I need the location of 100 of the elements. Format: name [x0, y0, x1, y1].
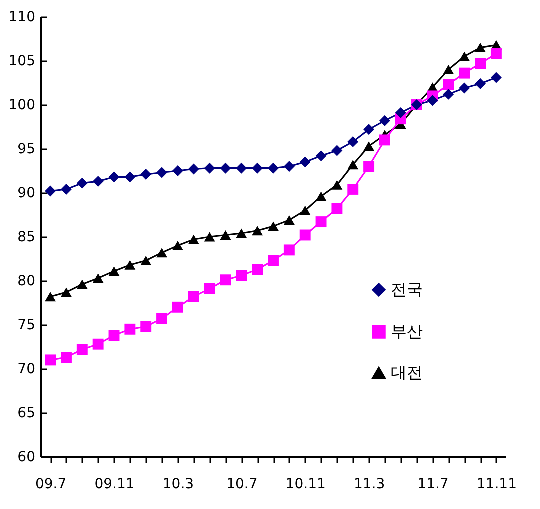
- point: [220, 274, 232, 286]
- point: [236, 270, 248, 282]
- point: [332, 180, 343, 190]
- point: [364, 142, 375, 152]
- point: [459, 68, 470, 79]
- point: [332, 203, 343, 214]
- x-tick-label: 10.7: [226, 476, 258, 492]
- x-tick-label: 10.3: [162, 476, 194, 492]
- point: [443, 88, 454, 100]
- point: [108, 172, 120, 183]
- point: [92, 176, 104, 188]
- point: [348, 136, 359, 148]
- point: [252, 264, 264, 276]
- legend-label: 부산: [391, 322, 423, 341]
- y-tick-label: 110: [8, 10, 36, 26]
- x-tick-label: 11.7: [418, 476, 449, 492]
- point: [204, 283, 216, 294]
- x-tick-label: 10.11: [286, 476, 326, 492]
- point: [108, 266, 120, 276]
- y-tick-label: 80: [18, 274, 36, 290]
- point: [172, 302, 184, 313]
- point: [395, 107, 406, 118]
- point: [220, 162, 232, 174]
- point: [490, 48, 502, 60]
- point: [220, 230, 232, 240]
- point: [61, 184, 72, 195]
- point: [76, 178, 88, 189]
- y-tick-label: 70: [18, 362, 36, 378]
- point: [236, 162, 248, 174]
- point: [475, 78, 486, 90]
- point: [316, 192, 327, 202]
- point: [156, 167, 168, 178]
- y-tick-label: 60: [18, 450, 36, 466]
- point: [140, 169, 152, 180]
- point: [348, 184, 359, 195]
- point: [268, 222, 279, 232]
- point: [108, 330, 120, 342]
- point: [124, 260, 136, 270]
- point: [204, 232, 216, 242]
- point: [475, 43, 486, 53]
- point: [156, 248, 168, 258]
- point: [140, 256, 152, 266]
- point: [459, 82, 470, 94]
- point: [379, 134, 390, 146]
- point: [188, 164, 200, 175]
- point: [427, 95, 438, 106]
- point: [300, 156, 311, 168]
- point: [188, 291, 200, 302]
- point: [61, 352, 72, 364]
- y-tick-label: 75: [18, 318, 36, 334]
- point: [45, 292, 56, 302]
- y-tick-label: 85: [18, 230, 36, 246]
- point: [490, 72, 502, 84]
- legend-label: 전국: [391, 280, 423, 299]
- point: [459, 52, 470, 62]
- point: [61, 288, 72, 298]
- point: [284, 244, 295, 256]
- point: [268, 255, 279, 266]
- point: [45, 354, 56, 366]
- y-tick-label: 65: [18, 406, 36, 422]
- point: [172, 166, 184, 176]
- point: [379, 115, 390, 126]
- point: [300, 230, 311, 241]
- point: [124, 172, 136, 183]
- y-tick-label: 100: [8, 98, 36, 114]
- point: [188, 234, 200, 244]
- point: [268, 162, 279, 174]
- point: [443, 79, 454, 90]
- x-tick-label: 09.7: [35, 476, 67, 492]
- point: [92, 338, 104, 350]
- x-tick-label: 11.3: [354, 476, 386, 492]
- point: [316, 216, 327, 228]
- point: [252, 226, 264, 236]
- point: [364, 161, 375, 172]
- point: [332, 145, 343, 156]
- point: [348, 160, 359, 170]
- point: [252, 162, 264, 174]
- point: [475, 58, 486, 70]
- y-tick-label: 95: [18, 142, 36, 158]
- x-tick-label: 09.11: [94, 476, 135, 492]
- point: [92, 274, 104, 284]
- point: [236, 228, 248, 238]
- point: [284, 161, 295, 172]
- point: [124, 324, 136, 335]
- y-tick-label: 90: [18, 186, 36, 202]
- point: [316, 150, 327, 162]
- point: [300, 206, 311, 216]
- point: [76, 344, 88, 356]
- point: [364, 124, 375, 136]
- point: [172, 241, 184, 251]
- point: [156, 313, 168, 324]
- point: [443, 65, 454, 75]
- point: [45, 186, 56, 197]
- point: [284, 216, 295, 226]
- legend-label: 대전: [391, 363, 423, 382]
- point: [140, 321, 152, 332]
- point: [76, 280, 88, 290]
- y-tick-label: 105: [8, 54, 36, 70]
- x-tick-label: 11.11: [476, 476, 517, 492]
- point: [204, 162, 216, 174]
